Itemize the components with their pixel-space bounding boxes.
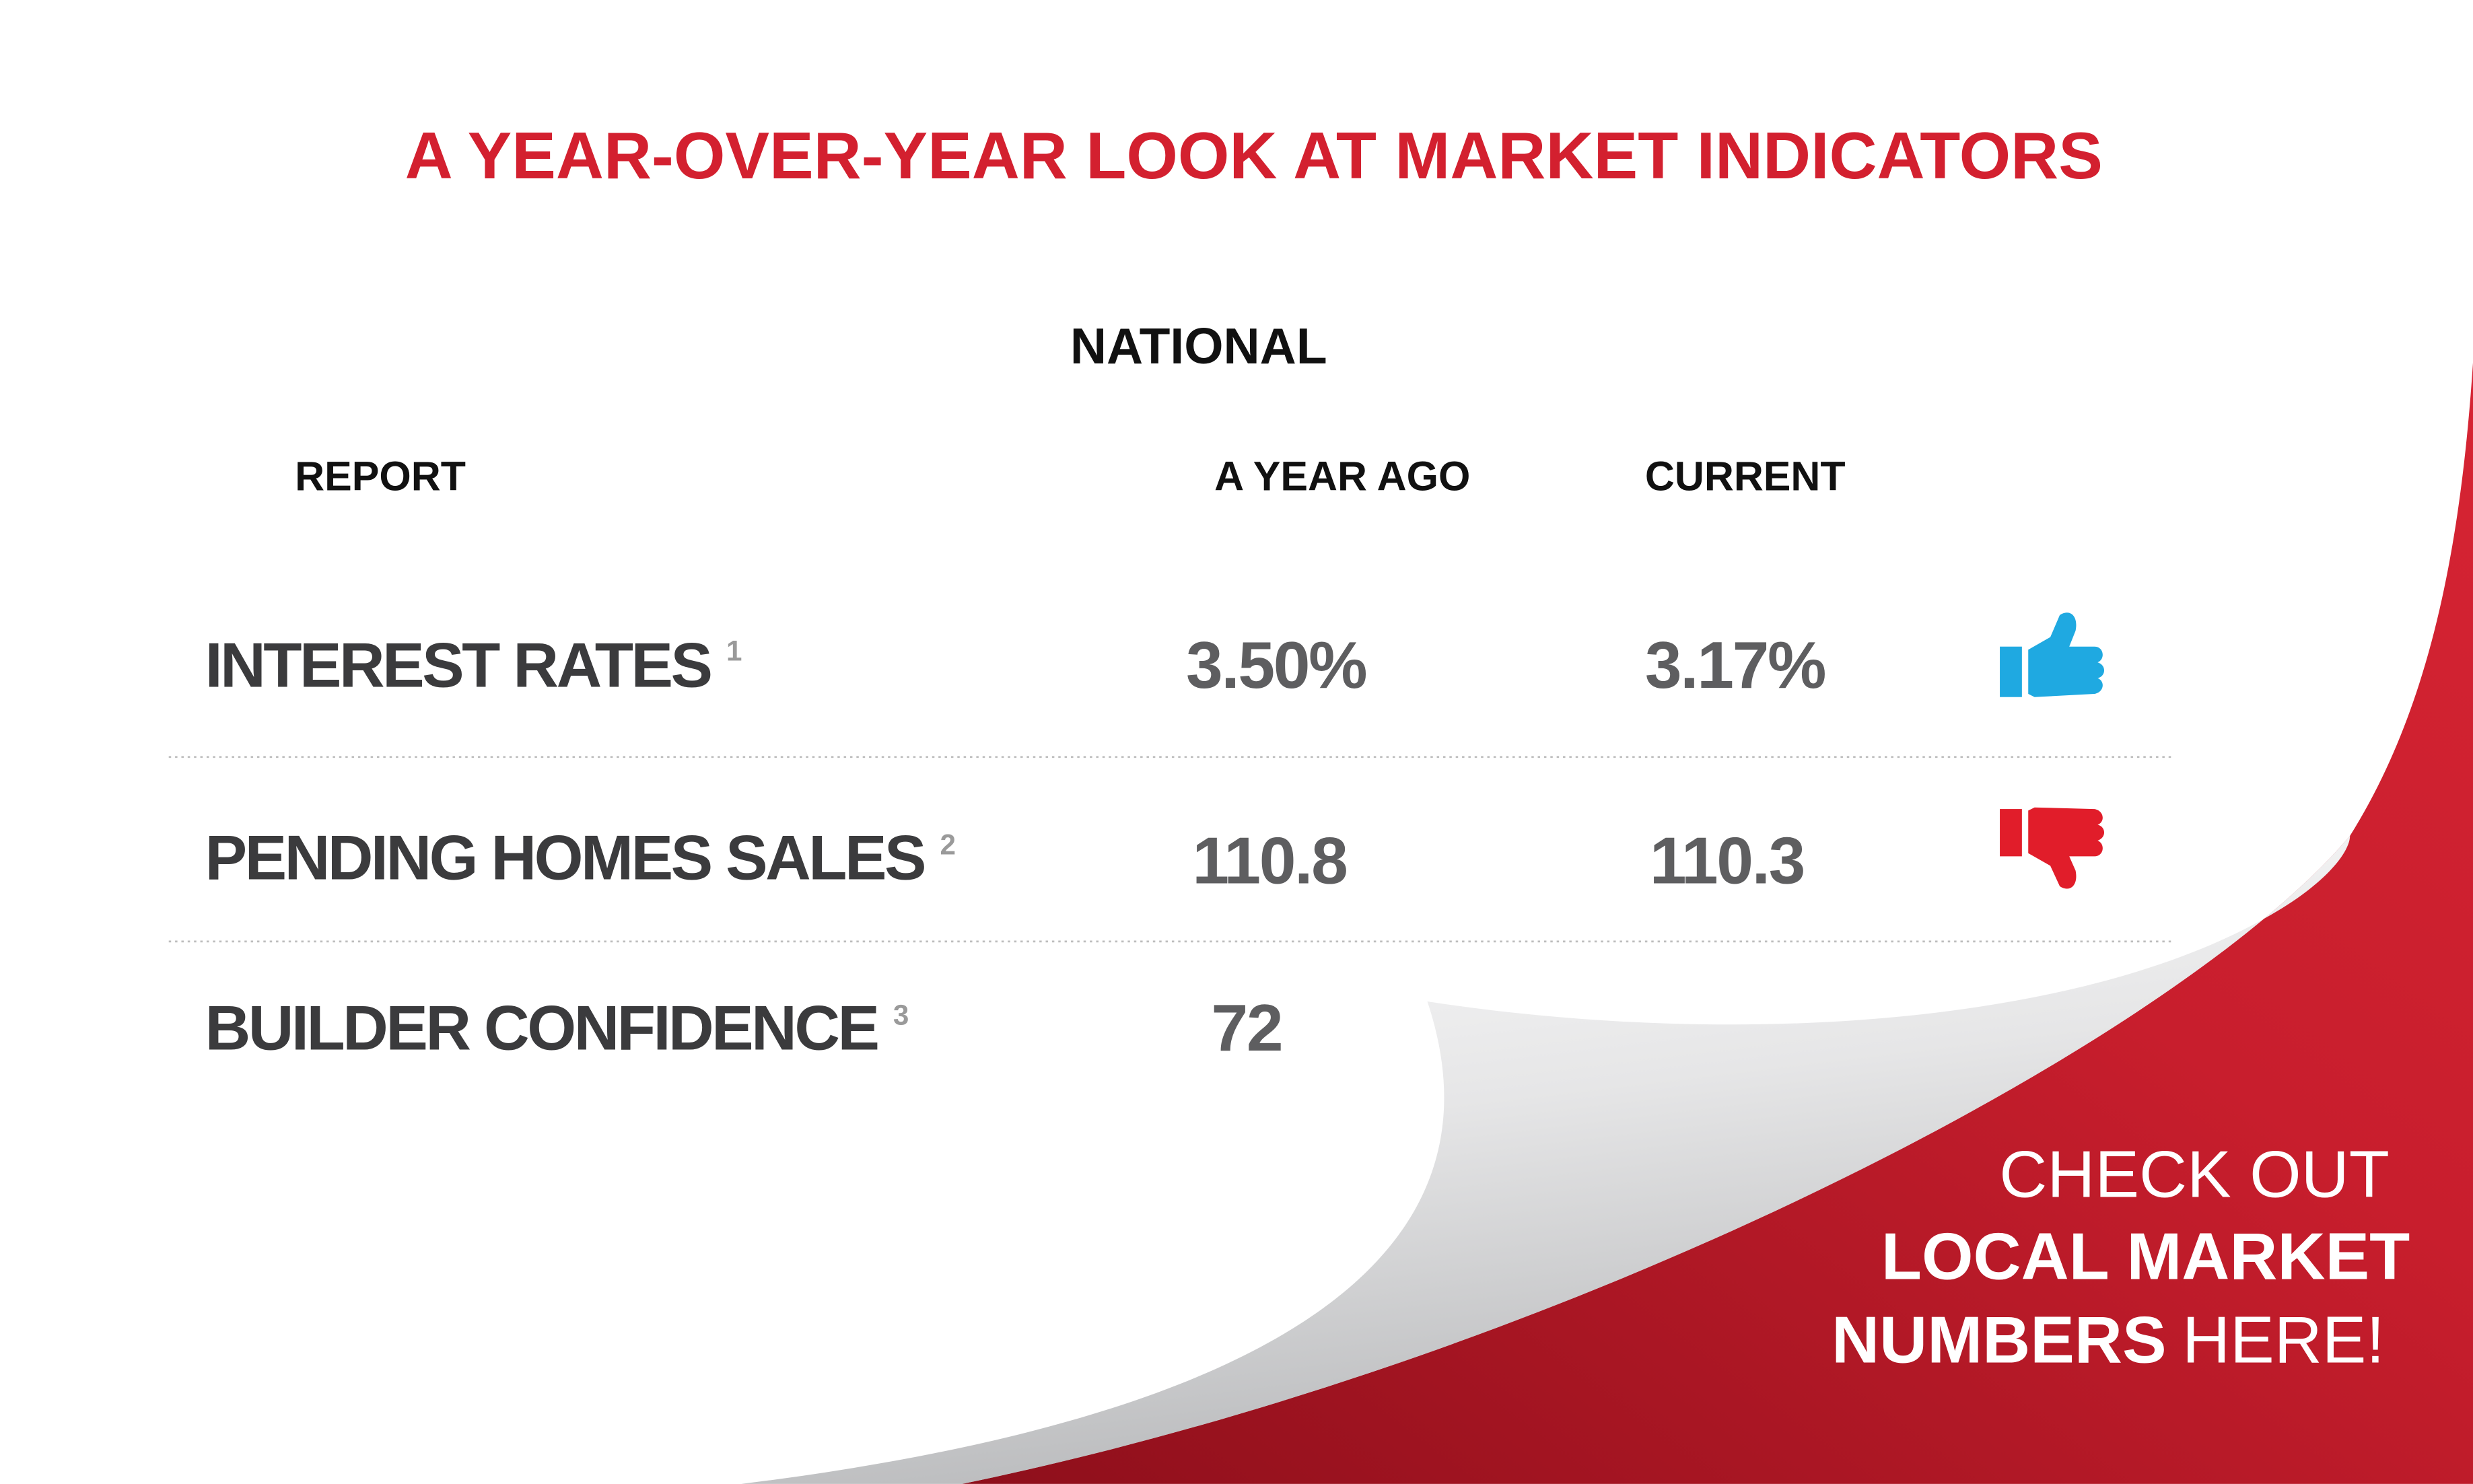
row-label: BUILDER CONFIDENCE (205, 993, 878, 1063)
callout-bold[interactable]: NUMBERS (1832, 1303, 2167, 1377)
year-ago-value: 3.50% (1186, 628, 1366, 702)
footnote-ref: 1 (726, 635, 742, 666)
column-header: CURRENT (1645, 453, 1846, 499)
current-value: 3.17% (1645, 628, 1825, 702)
row-label: INTEREST RATES (205, 630, 711, 701)
year-ago-value: 110.8 (1192, 823, 1346, 897)
footnote-ref: 2 (940, 828, 955, 860)
column-header: REPORT (295, 453, 466, 499)
column-header: A YEAR AGO (1214, 453, 1470, 499)
year-ago-value: 72 (1212, 991, 1282, 1065)
callout-line: CHECK OUT (1999, 1137, 2390, 1211)
footnote-ref: 3 (893, 999, 909, 1031)
thumbs-up-icon (2000, 612, 2105, 697)
row-label: PENDING HOMES SALES (205, 822, 924, 892)
callout-line: LOCAL MARKET (1881, 1220, 2410, 1294)
page-curl (741, 835, 2350, 1484)
thumbs-down-icon (2000, 807, 2105, 889)
section-title: NATIONAL (1070, 318, 1327, 374)
callout-rest[interactable]: HERE! (2182, 1303, 2385, 1377)
red-corner (962, 362, 2473, 1484)
callout-line[interactable]: NUMBERS HERE! (1832, 1303, 2385, 1377)
title: A YEAR-OVER-YEAR LOOK AT MARKET INDICATO… (405, 118, 2103, 192)
current-value: 110.3 (1650, 823, 1804, 897)
